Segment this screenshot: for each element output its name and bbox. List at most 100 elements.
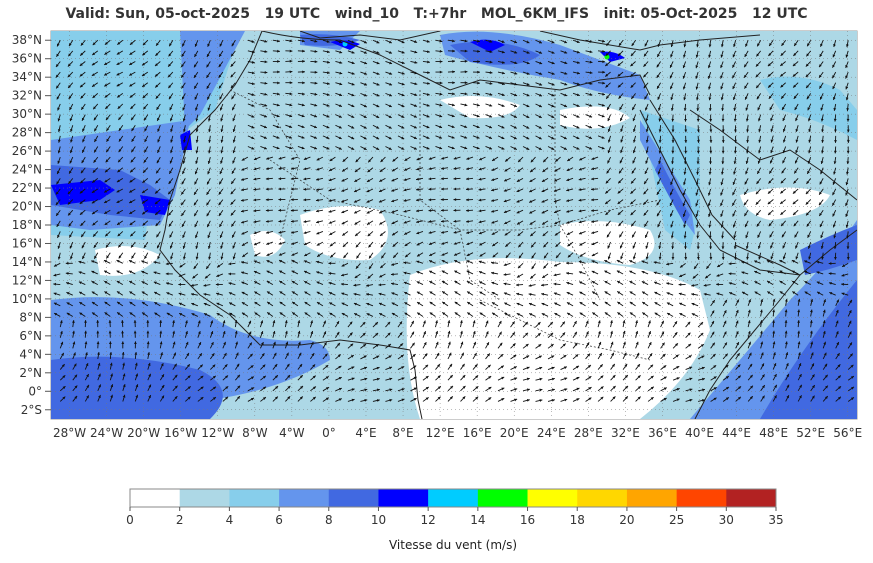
wind-arrow <box>210 386 217 392</box>
wind-arrow <box>385 124 392 129</box>
wind-arrow <box>679 273 686 278</box>
wind-arrow <box>385 39 393 44</box>
wind-arrow <box>297 39 305 43</box>
wind-arrow <box>553 177 561 182</box>
wind-arrow <box>818 71 824 78</box>
wind-arrow <box>709 135 713 143</box>
wind-arrow <box>845 188 849 196</box>
wind-arrow <box>845 93 849 101</box>
wind-arrow <box>422 396 429 402</box>
wind-arrow <box>767 188 774 194</box>
wind-arrow <box>834 252 837 260</box>
wind-arrow <box>656 188 661 196</box>
wind-arrow <box>541 177 549 183</box>
wind-arrow <box>385 377 393 381</box>
wind-arrow <box>133 341 137 349</box>
wind-arrow <box>141 291 149 296</box>
wind-arrow <box>372 103 380 108</box>
wind-arrow <box>91 61 99 66</box>
wind-arrow <box>231 93 236 100</box>
wind-arrow <box>760 374 765 381</box>
colorbar-segment <box>477 489 528 507</box>
wind-arrow <box>91 260 98 264</box>
wind-arrow <box>746 125 750 133</box>
wind-arrow <box>253 241 261 246</box>
wind-arrow <box>415 198 424 202</box>
wind-arrow <box>478 220 486 224</box>
wind-arrow <box>541 209 549 214</box>
longitude-label: 0° <box>322 426 336 440</box>
wind-arrow <box>822 352 827 360</box>
latitude-label: 4°N <box>19 347 42 361</box>
wind-arrow <box>485 60 493 64</box>
colorbar-tick-label: 25 <box>669 513 684 527</box>
wind-arrow <box>585 39 593 43</box>
wind-arrow <box>766 259 774 264</box>
wind-arrow <box>354 273 361 279</box>
wind-arrow <box>435 146 443 150</box>
wind-arrow <box>547 343 554 349</box>
wind-arrow <box>109 384 114 391</box>
wind-arrow <box>144 252 149 260</box>
latitude-label: 24°N <box>12 163 42 177</box>
wind-arrow <box>772 373 777 381</box>
wind-arrow <box>91 291 99 296</box>
wind-arrow <box>547 332 554 339</box>
wind-arrow <box>182 146 186 154</box>
wind-arrow <box>782 125 787 133</box>
wind-arrow <box>143 114 149 121</box>
wind-arrow <box>630 71 636 78</box>
wind-arrow <box>197 375 204 381</box>
wind-arrow <box>410 320 415 328</box>
wind-arrow <box>366 177 374 183</box>
wind-arrow <box>497 61 505 64</box>
wind-arrow <box>756 93 762 100</box>
wind-arrow <box>385 61 393 65</box>
wind-arrow <box>782 156 787 164</box>
wind-arrow <box>572 398 580 402</box>
wind-arrow <box>707 199 712 207</box>
wind-arrow <box>231 103 236 111</box>
wind-arrow <box>657 93 662 100</box>
wind-arrow <box>768 220 774 227</box>
wind-arrow <box>529 313 536 317</box>
wind-arrow <box>146 341 150 349</box>
wind-arrow <box>96 330 100 338</box>
wind-arrow <box>535 82 543 86</box>
wind-arrow <box>630 199 636 205</box>
wind-arrow <box>253 198 261 202</box>
wind-arrow <box>485 320 489 328</box>
wind-arrow <box>343 252 349 259</box>
wind-arrow <box>485 92 493 96</box>
wind-arrow <box>410 135 417 140</box>
wind-arrow <box>554 302 561 307</box>
wind-arrow <box>460 385 466 392</box>
wind-arrow <box>316 167 324 171</box>
wind-arrow <box>510 388 518 392</box>
wind-arrow <box>142 50 149 56</box>
wind-arrow <box>429 280 436 285</box>
wind-arrow <box>368 263 374 270</box>
wind-arrow <box>808 135 812 143</box>
wind-arrow <box>310 114 318 118</box>
wind-arrow <box>691 302 699 307</box>
wind-arrow <box>67 61 74 67</box>
wind-arrow <box>703 292 711 296</box>
wind-arrow <box>385 82 393 86</box>
wind-arrow <box>503 188 511 192</box>
wind-arrow <box>91 188 99 194</box>
wind-arrow <box>92 167 99 173</box>
wind-arrow <box>632 146 637 154</box>
wind-arrow <box>183 125 186 133</box>
wind-arrow <box>103 61 111 66</box>
wind-arrow <box>819 82 824 89</box>
wind-arrow <box>208 125 212 133</box>
wind-arrow <box>341 220 349 225</box>
wind-arrow <box>516 283 524 287</box>
wind-arrow <box>222 320 226 328</box>
wind-arrow <box>159 341 163 349</box>
wind-arrow <box>240 198 248 202</box>
wind-arrow <box>479 291 486 296</box>
wind-arrow <box>142 178 149 184</box>
wind-arrow <box>780 50 786 57</box>
